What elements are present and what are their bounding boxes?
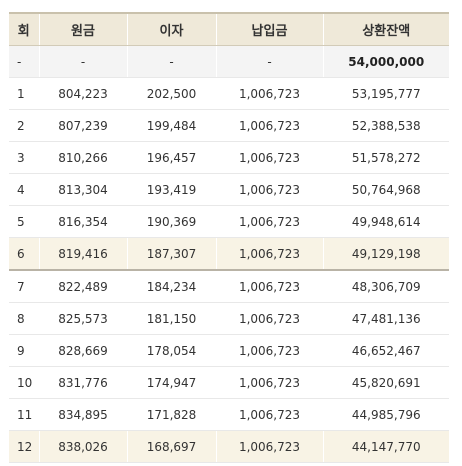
cell-round: 12	[9, 430, 39, 463]
cell-balance: 54,000,000	[322, 45, 449, 78]
cell-round: 6	[9, 237, 39, 271]
header-balance: 상환잔액	[322, 12, 449, 46]
cell-balance: 50,764,968	[322, 173, 449, 206]
cell-round: 10	[9, 366, 39, 399]
cell-interest: 181,150	[126, 302, 216, 335]
table-row: 9 828,669 178,054 1,006,723 46,652,467	[9, 334, 449, 367]
table-row: 5 816,354 190,369 1,006,723 49,948,614	[9, 205, 449, 238]
cell-balance: 52,388,538	[322, 109, 449, 142]
cell-payment: 1,006,723	[215, 205, 323, 238]
cell-round: 3	[9, 141, 39, 174]
cell-balance: 46,652,467	[322, 334, 449, 367]
initial-balance-row: - - - - 54,000,000	[9, 45, 449, 78]
table-row: 4 813,304 193,419 1,006,723 50,764,968	[9, 173, 449, 206]
header-principal: 원금	[38, 12, 127, 46]
cell-principal: 810,266	[38, 141, 127, 174]
cell-interest: 196,457	[126, 141, 216, 174]
cell-interest: 178,054	[126, 334, 216, 367]
cell-payment: 1,006,723	[215, 270, 323, 303]
cell-interest: 190,369	[126, 205, 216, 238]
cell-balance: 44,985,796	[322, 398, 449, 431]
cell-payment: 1,006,723	[215, 173, 323, 206]
cell-principal: 834,895	[38, 398, 127, 431]
cell-interest: 193,419	[126, 173, 216, 206]
cell-round: 1	[9, 77, 39, 110]
cell-payment: 1,006,723	[215, 398, 323, 431]
cell-principal: -	[38, 45, 127, 78]
cell-interest: 174,947	[126, 366, 216, 399]
cell-principal: 804,223	[38, 77, 127, 110]
header-interest: 이자	[126, 12, 216, 46]
cell-payment: 1,006,723	[215, 237, 323, 271]
cell-round: 9	[9, 334, 39, 367]
cell-interest: 187,307	[126, 237, 216, 271]
cell-interest: 199,484	[126, 109, 216, 142]
cell-round: 5	[9, 205, 39, 238]
cell-interest: -	[126, 45, 216, 78]
cell-principal: 828,669	[38, 334, 127, 367]
table-header-row: 회 원금 이자 납입금 상환잔액	[9, 12, 449, 46]
cell-principal: 816,354	[38, 205, 127, 238]
cell-principal: 813,304	[38, 173, 127, 206]
cell-payment: -	[215, 45, 323, 78]
cell-principal: 825,573	[38, 302, 127, 335]
header-payment: 납입금	[215, 12, 323, 46]
cell-principal: 831,776	[38, 366, 127, 399]
cell-payment: 1,006,723	[215, 109, 323, 142]
cell-round: 8	[9, 302, 39, 335]
cell-balance: 48,306,709	[322, 270, 449, 303]
cell-balance: 44,147,770	[322, 430, 449, 463]
table-row: 8 825,573 181,150 1,006,723 47,481,136	[9, 302, 449, 335]
cell-balance: 49,129,198	[322, 237, 449, 271]
cell-interest: 168,697	[126, 430, 216, 463]
table-row: 1 804,223 202,500 1,006,723 53,195,777	[9, 77, 449, 110]
header-round: 회	[9, 12, 39, 46]
table-row-highlighted: 6 819,416 187,307 1,006,723 49,129,198	[9, 237, 449, 271]
table-row: 3 810,266 196,457 1,006,723 51,578,272	[9, 141, 449, 174]
cell-principal: 822,489	[38, 270, 127, 303]
cell-round: -	[9, 45, 39, 78]
cell-interest: 171,828	[126, 398, 216, 431]
table-row: 7 822,489 184,234 1,006,723 48,306,709	[9, 270, 449, 303]
cell-payment: 1,006,723	[215, 366, 323, 399]
cell-balance: 53,195,777	[322, 77, 449, 110]
cell-payment: 1,006,723	[215, 141, 323, 174]
cell-principal: 819,416	[38, 237, 127, 271]
repayment-schedule-table: 회 원금 이자 납입금 상환잔액 - - - - 54,000,000 1 80…	[9, 12, 449, 463]
cell-interest: 184,234	[126, 270, 216, 303]
cell-payment: 1,006,723	[215, 77, 323, 110]
cell-round: 11	[9, 398, 39, 431]
cell-balance: 45,820,691	[322, 366, 449, 399]
table-row-highlighted: 12 838,026 168,697 1,006,723 44,147,770	[9, 430, 449, 463]
cell-balance: 49,948,614	[322, 205, 449, 238]
cell-payment: 1,006,723	[215, 302, 323, 335]
cell-round: 2	[9, 109, 39, 142]
cell-balance: 51,578,272	[322, 141, 449, 174]
cell-principal: 838,026	[38, 430, 127, 463]
cell-round: 7	[9, 270, 39, 303]
table-row: 10 831,776 174,947 1,006,723 45,820,691	[9, 366, 449, 399]
cell-round: 4	[9, 173, 39, 206]
cell-interest: 202,500	[126, 77, 216, 110]
table-row: 11 834,895 171,828 1,006,723 44,985,796	[9, 398, 449, 431]
cell-payment: 1,006,723	[215, 334, 323, 367]
cell-payment: 1,006,723	[215, 430, 323, 463]
cell-principal: 807,239	[38, 109, 127, 142]
table-row: 2 807,239 199,484 1,006,723 52,388,538	[9, 109, 449, 142]
cell-balance: 47,481,136	[322, 302, 449, 335]
